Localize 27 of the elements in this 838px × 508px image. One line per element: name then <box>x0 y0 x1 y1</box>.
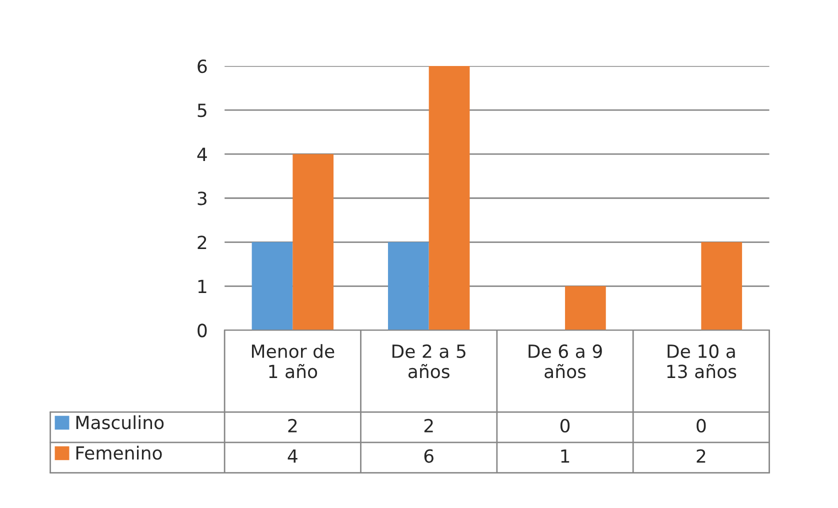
data-label: 0 <box>560 418 570 433</box>
data-label: 6 <box>424 449 434 463</box>
bar <box>388 242 429 330</box>
bar <box>428 66 470 330</box>
x-tick-label: De 10 a 13 años <box>667 344 736 378</box>
x-tick-label: Menor de 1 año <box>252 344 334 378</box>
data-label: 4 <box>288 449 298 463</box>
bar <box>252 242 293 330</box>
y-tick-label: 0 <box>198 324 207 338</box>
y-tick-label: 3 <box>198 192 206 206</box>
bar <box>701 242 742 330</box>
bar <box>565 286 606 330</box>
legend-label: Masculino <box>76 415 164 430</box>
data-label: 1 <box>561 449 570 463</box>
y-tick-label: 2 <box>198 236 206 250</box>
data-label: 2 <box>424 418 433 432</box>
y-tick-label: 4 <box>197 148 207 161</box>
y-tick-label: 5 <box>198 104 206 118</box>
data-label: 2 <box>696 449 706 463</box>
x-tick-label: De 2 a 5 años <box>392 344 466 378</box>
y-tick-label: 1 <box>198 280 206 294</box>
data-label: 0 <box>696 418 706 433</box>
x-tick-label: De 6 a 9 años <box>528 344 602 378</box>
data-label: 2 <box>288 418 297 432</box>
y-tick-label: 6 <box>198 60 207 74</box>
bar <box>292 154 334 330</box>
legend-label: Femenino <box>76 446 162 460</box>
